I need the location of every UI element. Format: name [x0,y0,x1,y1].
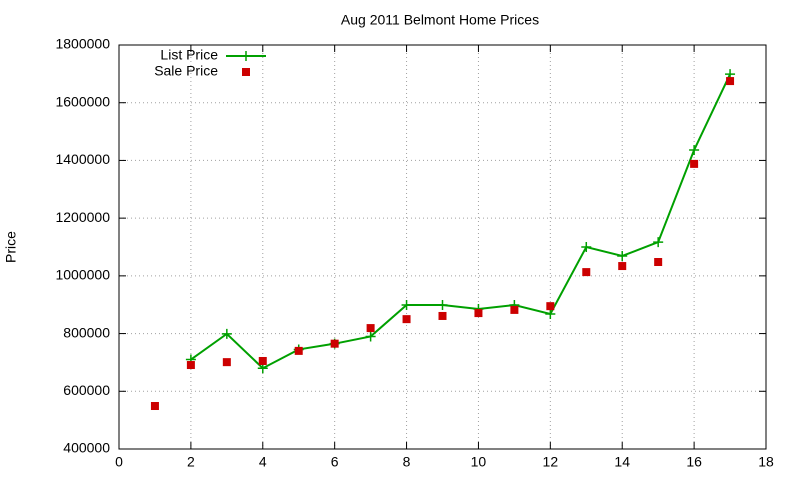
x-tick-label: 0 [115,454,123,470]
legend-symbol [242,68,250,76]
x-tick-label: 6 [331,454,339,470]
sale-price-point [474,309,483,318]
list-price-point [545,308,556,319]
list-price-point [653,237,664,248]
list-price-point [401,300,412,311]
legend-symbol [241,51,251,61]
list-price-point [689,145,700,156]
list-price-point [437,300,448,311]
x-tick-label: 8 [403,454,411,470]
x-tick-label: 4 [259,454,267,470]
list-price-line [190,73,731,370]
sale-price-point [402,315,411,324]
y-tick-label: 1000000 [55,267,110,283]
sale-price-point [582,268,591,277]
plot-frame [118,44,767,450]
sale-price-point [366,324,375,333]
sale-price-point [726,77,735,86]
chart-title: Aug 2011 Belmont Home Prices [341,12,539,28]
x-tick-label: 18 [758,454,774,470]
sale-price-point [150,402,159,411]
y-tick-label: 1400000 [55,151,110,167]
y-axis-label: Price [3,231,19,263]
x-tick-label: 14 [614,454,630,470]
sale-price-point [330,339,339,348]
list-price-point [617,250,628,261]
list-price-point [365,331,376,342]
y-tick-label: 400000 [63,440,110,456]
x-tick-label: 10 [471,454,487,470]
sale-price-point [690,159,699,168]
y-tick-label: 800000 [63,324,110,340]
sale-price-point [222,358,231,367]
legend-label: Sale Price [154,63,218,79]
y-tick-label: 1800000 [55,36,110,52]
list-price-point [221,328,232,339]
x-tick-label: 2 [187,454,195,470]
sale-price-point [618,262,627,271]
sale-price-point [186,361,195,370]
sale-price-point [438,311,447,320]
sale-price-point [510,305,519,314]
sale-price-point [654,258,663,267]
x-tick-label: 16 [686,454,702,470]
y-tick-label: 1200000 [55,209,110,225]
y-tick-label: 1600000 [55,93,110,109]
legend-label: List Price [160,47,218,63]
y-tick-label: 600000 [63,382,110,398]
list-price-point [581,242,592,252]
sale-price-point [294,346,303,355]
x-tick-label: 12 [543,454,559,470]
sale-price-point [258,356,267,365]
sale-price-point [546,302,555,311]
